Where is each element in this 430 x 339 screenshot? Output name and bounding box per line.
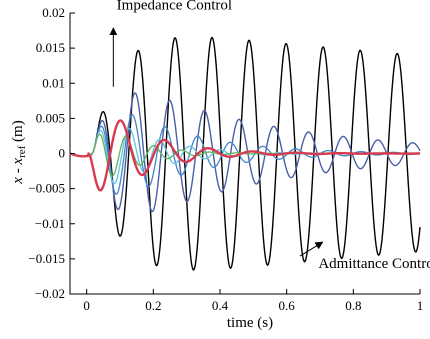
annotation-layer: Impedance Control Admittance Control xyxy=(109,0,430,272)
series-line-2 xyxy=(69,114,421,195)
y-tick-label: 0.005 xyxy=(36,110,65,125)
y-tick-label: −0.01 xyxy=(35,216,65,231)
annotation-label: Impedance Control xyxy=(117,0,232,13)
y-tick-label: 0.015 xyxy=(36,40,65,55)
y-axis-title-sub: ref xyxy=(16,145,28,158)
y-axis-title-unit: (m) xyxy=(10,120,26,145)
x-tick-label: 1 xyxy=(417,298,424,313)
x-tick-label: 0.8 xyxy=(345,298,361,313)
x-tick-label: 0.6 xyxy=(279,298,296,313)
annotation-label: Admittance Control xyxy=(318,256,430,272)
y-tick-label: 0 xyxy=(59,146,66,161)
y-tick-label: −0.015 xyxy=(28,251,65,266)
x-tick-label: 0.4 xyxy=(212,298,229,313)
x-tick-label: 0 xyxy=(83,298,90,313)
series-line-1 xyxy=(69,92,421,213)
series-line-5 xyxy=(69,119,421,192)
y-axis-title-main: x - x xyxy=(10,158,26,185)
series-layer xyxy=(69,36,421,271)
ticks-layer: 0 0.2 0.4 0.6 0.8 1 −0.02 −0.015 −0.01 −0.005 0 0.0… xyxy=(28,5,423,313)
annotation-arrow xyxy=(299,241,324,257)
y-tick-label: −0.005 xyxy=(28,181,65,196)
x-tick-label: 0.2 xyxy=(145,298,161,313)
y-tick-label: 0.01 xyxy=(42,75,65,90)
y-axis-title: x - xref (m) xyxy=(10,120,28,184)
series-line-0 xyxy=(69,36,421,271)
x-axis-title: time (s) xyxy=(227,315,273,331)
y-tick-label: 0.02 xyxy=(42,5,65,20)
y-tick-label: −0.02 xyxy=(35,286,65,301)
